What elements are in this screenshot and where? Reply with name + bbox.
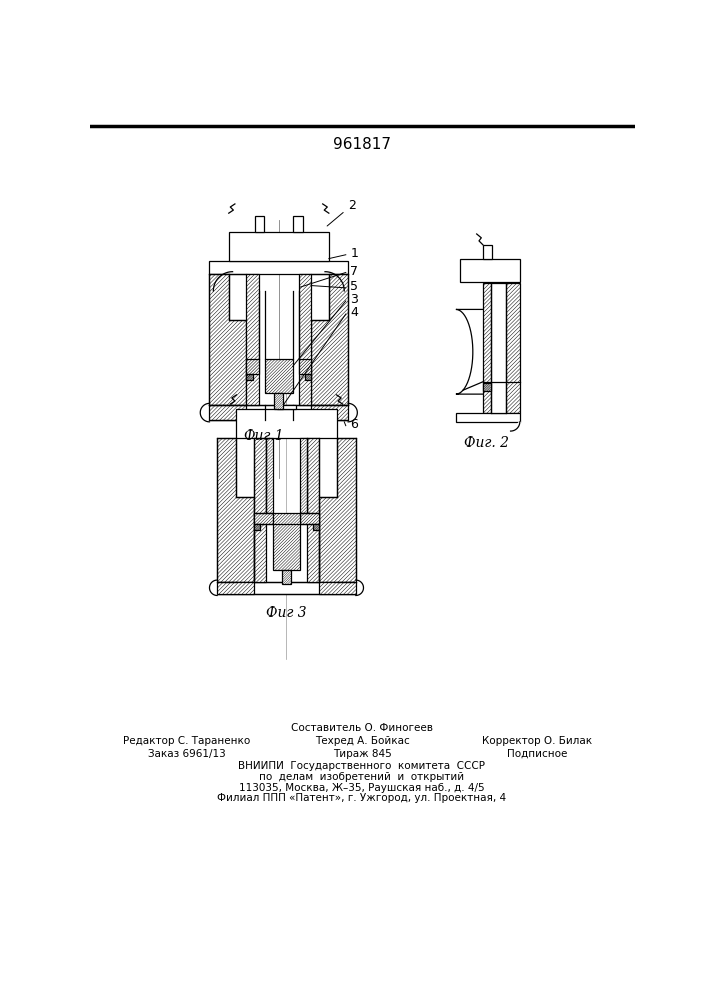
Polygon shape [307,438,319,582]
Polygon shape [200,403,209,422]
Text: 5: 5 [351,280,358,293]
Polygon shape [274,393,284,409]
Text: 961817: 961817 [333,137,391,152]
Polygon shape [319,438,356,582]
Polygon shape [483,383,491,391]
Polygon shape [293,216,303,232]
Polygon shape [456,309,520,394]
Polygon shape [247,274,259,405]
Polygon shape [209,274,247,405]
Text: Тираж 845: Тираж 845 [332,749,392,759]
Text: 1: 1 [351,247,358,260]
Text: Техред А. Бойкас: Техред А. Бойкас [315,736,409,746]
Text: 3: 3 [351,293,358,306]
Polygon shape [299,359,311,374]
Polygon shape [300,438,307,513]
Polygon shape [209,405,348,420]
Text: Фиг 3: Фиг 3 [266,606,307,620]
Text: 113035, Москва, Ж–35, Раушская наб., д. 4/5: 113035, Москва, Ж–35, Раушская наб., д. … [239,783,485,793]
Polygon shape [267,438,273,513]
Polygon shape [483,245,492,259]
Polygon shape [209,405,247,420]
Text: Редактор С. Тараненко: Редактор С. Тараненко [123,736,250,746]
Text: Фиг. 2: Фиг. 2 [464,436,509,450]
Polygon shape [229,232,329,261]
Text: Составитель О. Финогеев: Составитель О. Финогеев [291,723,433,733]
Polygon shape [483,283,520,413]
Polygon shape [456,413,520,422]
Polygon shape [491,283,506,413]
Polygon shape [217,582,356,594]
Polygon shape [209,261,348,274]
Polygon shape [460,259,520,282]
Text: 6: 6 [351,418,358,431]
Polygon shape [273,513,300,570]
Polygon shape [247,374,252,380]
Polygon shape [254,524,260,530]
Polygon shape [254,438,267,582]
Polygon shape [217,438,254,582]
Text: Фиг.1: Фиг.1 [243,429,284,443]
Polygon shape [311,405,348,420]
Polygon shape [282,570,291,584]
Text: ВНИИПИ  Государственного  комитета  СССР: ВНИИПИ Государственного комитета СССР [238,761,486,771]
Text: Филиал ППП «Патент», г. Ужгород, ул. Проектная, 4: Филиал ППП «Патент», г. Ужгород, ул. Про… [217,793,506,803]
Polygon shape [348,403,357,422]
Polygon shape [305,374,311,380]
Text: по  делам  изобретений  и  открытий: по делам изобретений и открытий [259,772,464,782]
Text: Подписное: Подписное [506,749,567,759]
Polygon shape [277,405,296,409]
Polygon shape [356,580,363,595]
Polygon shape [312,524,319,530]
Text: Заказ 6961/13: Заказ 6961/13 [148,749,226,759]
Text: Корректор О. Билак: Корректор О. Билак [481,736,592,746]
Polygon shape [209,580,217,595]
Polygon shape [265,359,293,393]
Polygon shape [300,513,319,524]
Polygon shape [299,274,311,405]
Polygon shape [254,513,273,524]
Text: 2: 2 [327,199,356,226]
Polygon shape [217,582,254,594]
Polygon shape [255,216,264,232]
Polygon shape [247,359,259,374]
Polygon shape [319,582,356,594]
Text: 4: 4 [351,306,358,319]
Text: 7: 7 [351,265,358,278]
Polygon shape [510,422,520,431]
Polygon shape [236,409,337,438]
Polygon shape [311,274,348,405]
